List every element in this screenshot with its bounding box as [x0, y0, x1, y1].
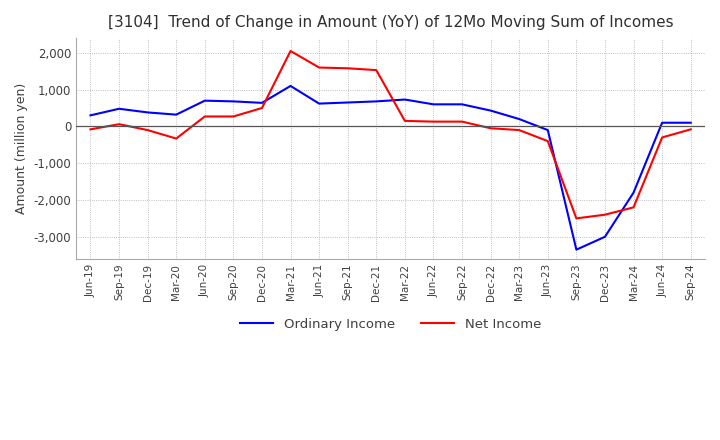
Title: [3104]  Trend of Change in Amount (YoY) of 12Mo Moving Sum of Incomes: [3104] Trend of Change in Amount (YoY) o…	[108, 15, 673, 30]
Net Income	[86, 127, 95, 132]
Ordinary Income	[600, 234, 609, 239]
Line: Ordinary Income: Ordinary Income	[91, 86, 690, 249]
Y-axis label: Amount (million yen): Amount (million yen)	[15, 83, 28, 214]
Net Income	[458, 119, 467, 124]
Net Income	[429, 119, 438, 124]
Ordinary Income	[287, 83, 295, 88]
Net Income	[172, 136, 181, 141]
Ordinary Income	[400, 97, 409, 102]
Ordinary Income	[114, 106, 123, 111]
Ordinary Income	[486, 108, 495, 113]
Ordinary Income	[686, 120, 695, 125]
Ordinary Income	[544, 128, 552, 133]
Net Income	[544, 139, 552, 144]
Ordinary Income	[315, 101, 323, 106]
Ordinary Income	[200, 98, 209, 103]
Net Income	[315, 65, 323, 70]
Ordinary Income	[229, 99, 238, 104]
Ordinary Income	[658, 120, 667, 125]
Ordinary Income	[172, 112, 181, 117]
Net Income	[114, 121, 123, 127]
Line: Net Income: Net Income	[91, 51, 690, 218]
Ordinary Income	[572, 247, 581, 252]
Net Income	[600, 212, 609, 217]
Ordinary Income	[143, 110, 152, 115]
Net Income	[486, 125, 495, 131]
Net Income	[400, 118, 409, 124]
Ordinary Income	[458, 102, 467, 107]
Net Income	[229, 114, 238, 119]
Net Income	[143, 128, 152, 133]
Ordinary Income	[86, 113, 95, 118]
Net Income	[258, 105, 266, 110]
Ordinary Income	[258, 100, 266, 106]
Net Income	[658, 135, 667, 140]
Net Income	[515, 128, 523, 133]
Net Income	[629, 205, 638, 210]
Ordinary Income	[343, 100, 352, 105]
Ordinary Income	[629, 190, 638, 195]
Ordinary Income	[429, 102, 438, 107]
Net Income	[200, 114, 209, 119]
Legend: Ordinary Income, Net Income: Ordinary Income, Net Income	[235, 312, 546, 336]
Net Income	[287, 48, 295, 54]
Net Income	[686, 127, 695, 132]
Net Income	[343, 66, 352, 71]
Ordinary Income	[515, 117, 523, 122]
Net Income	[572, 216, 581, 221]
Ordinary Income	[372, 99, 381, 104]
Net Income	[372, 67, 381, 73]
